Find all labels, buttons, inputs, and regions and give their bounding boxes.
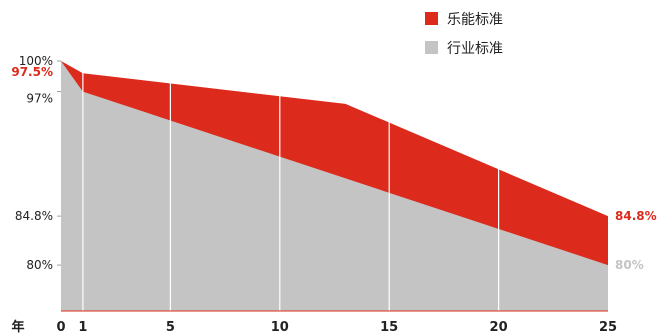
series-end-label-industry: 80% xyxy=(615,258,644,272)
series-area-industry xyxy=(61,61,608,311)
y-tick-label: 97% xyxy=(26,92,53,106)
x-tick-label: 15 xyxy=(380,320,398,335)
y-tick-label: 80% xyxy=(26,258,53,272)
legend-label-industry: 行业标准 xyxy=(447,41,503,57)
chart-areas xyxy=(61,61,608,311)
series-end-label-leneng: 84.8% xyxy=(615,209,657,223)
legend-label-leneng: 乐能标准 xyxy=(447,12,503,28)
x-tick-label: 5 xyxy=(166,320,175,335)
legend-swatch-leneng xyxy=(425,12,438,25)
x-tick-label: 25 xyxy=(599,320,617,335)
x-tick-label: 0 xyxy=(56,320,65,335)
x-tick-label: 1 xyxy=(78,320,87,335)
legend-swatch-industry xyxy=(425,41,438,54)
x-tick-label: 10 xyxy=(271,320,289,335)
series-start-label-leneng: 97.5% xyxy=(11,65,53,79)
series-value-labels: 84.8% 80% xyxy=(615,209,657,272)
y-tick-label: 84.8% xyxy=(15,209,53,223)
x-axis-ticks: 0 1 5 10 15 20 25 xyxy=(56,320,617,335)
y-tick-label: 100% xyxy=(19,54,53,68)
x-axis-label: 年 xyxy=(11,319,24,335)
y-axis-ticks: 100% 97% 84.8% 80% 97.5% xyxy=(11,54,61,272)
x-tick-label: 20 xyxy=(490,320,508,335)
legend: 乐能标准 行业标准 xyxy=(425,12,503,57)
vertical-gridlines xyxy=(82,61,500,311)
